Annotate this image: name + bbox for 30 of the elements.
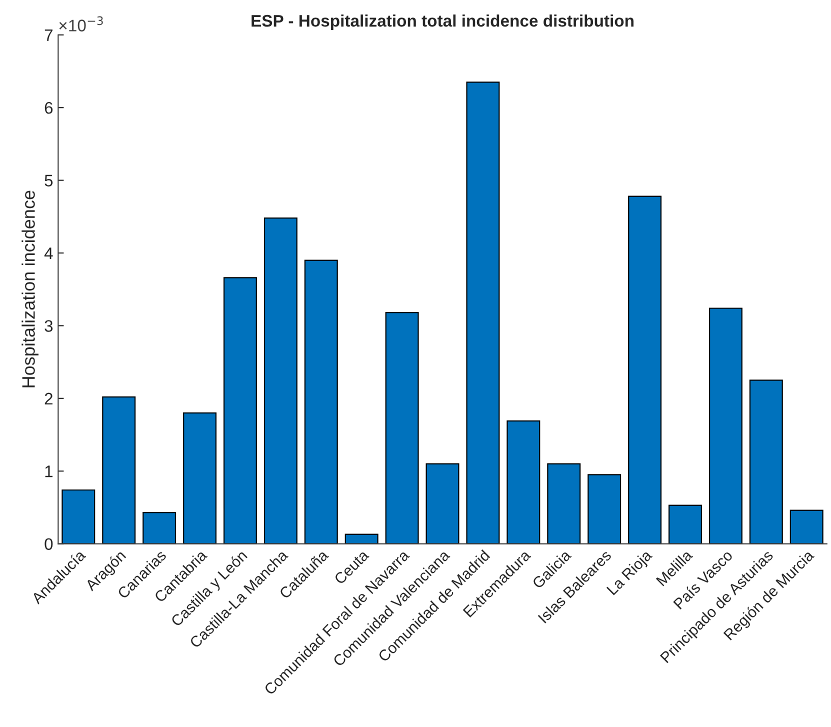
bar [62,489,96,544]
bar [264,218,298,544]
y-tick-label: 3 [44,320,53,332]
bar [506,420,540,544]
bar [223,277,257,544]
bar [183,412,217,544]
chart-title: ESP - Hospitalization total incidence distribution [252,14,634,30]
y-tick-label: 4 [44,248,53,260]
bar [344,534,378,544]
bar [749,380,783,544]
text: ×10$^{−3}$ [59,16,103,32]
bar [708,308,742,544]
bar [628,196,662,544]
y-tick-label: 2 [44,392,52,404]
y-tick-label: 5 [44,174,53,186]
bar [668,504,702,544]
y-tick-label: 7 [44,29,52,41]
y-tick-label: 0 [44,538,53,550]
bar [304,260,338,544]
bar [142,512,176,544]
y-tick-label: 1 [45,466,52,478]
bar [547,463,581,544]
bar [466,82,500,544]
bar [102,396,136,544]
bar [588,474,622,544]
bar [790,510,824,544]
bar [426,463,460,544]
y-axis-title: Hospitalization incidence [22,190,38,388]
y-tick-label: 6 [44,102,53,114]
bar [385,312,419,544]
